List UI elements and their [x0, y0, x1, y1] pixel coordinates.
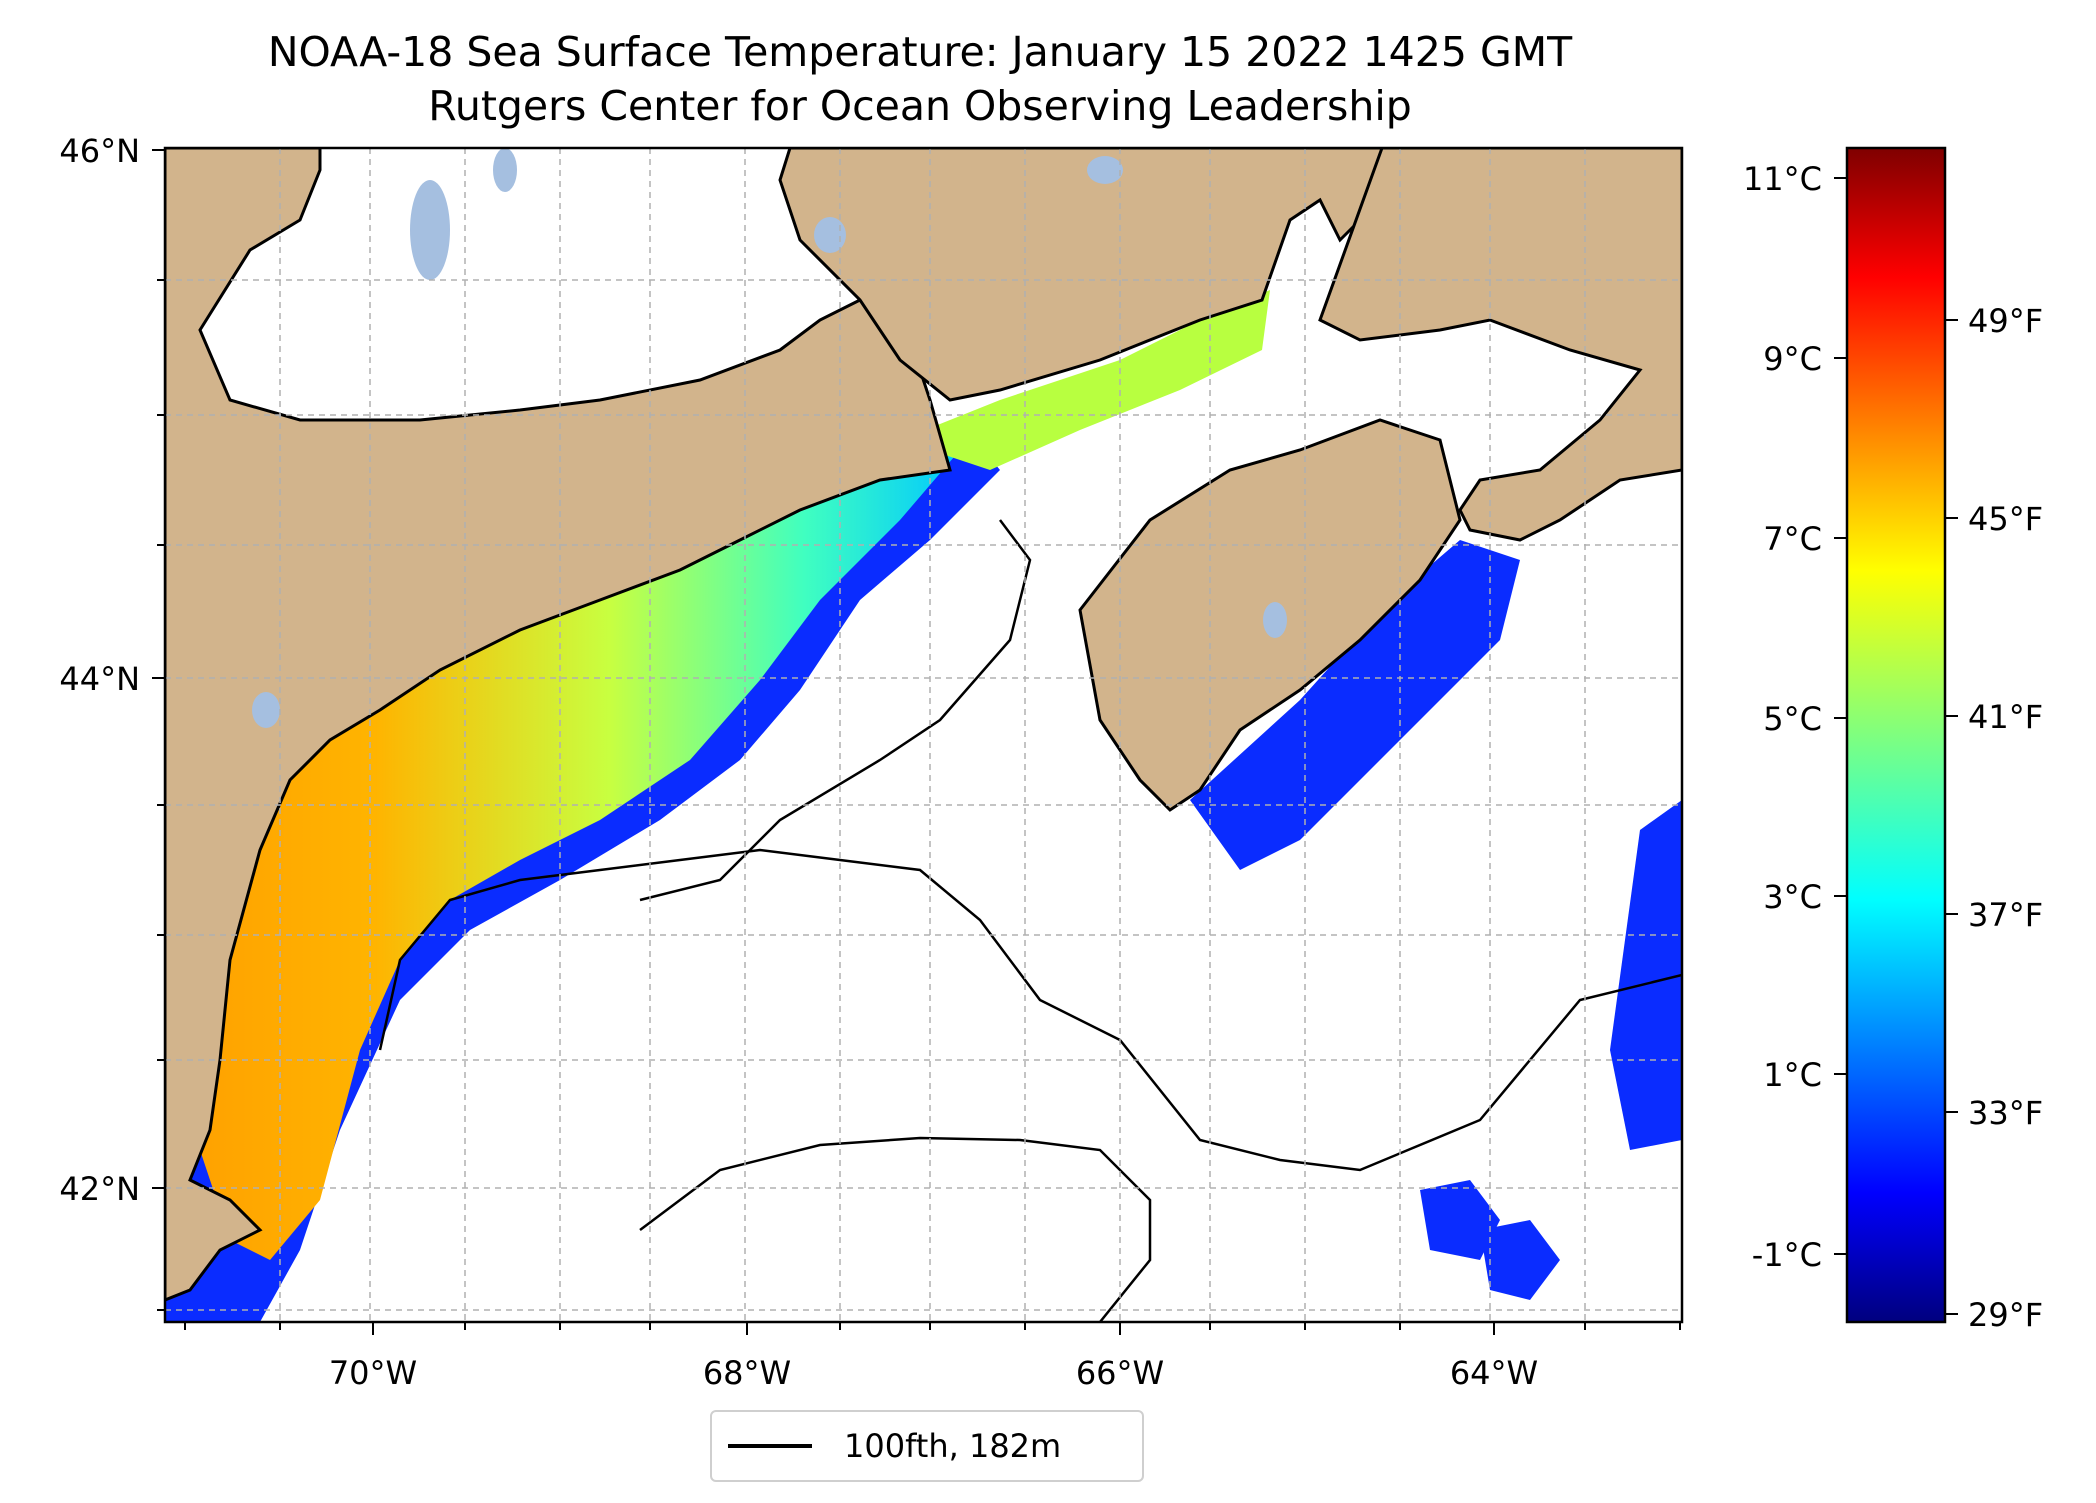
colorbar-celsius-label: 1°C [1763, 1056, 1822, 1094]
map-subtitle: Rutgers Center for Ocean Observing Leade… [428, 82, 1412, 130]
land-new-england [165, 148, 952, 1302]
colorbar-celsius-label: 5°C [1763, 700, 1822, 738]
lake [1087, 156, 1123, 184]
legend-label: 100fth, 182m [844, 1427, 1062, 1465]
colorbar-fahrenheit-label: 29°F [1968, 1296, 2043, 1334]
depth-contour-100fth [378, 848, 1682, 1172]
sst-cold-band [165, 420, 1000, 1322]
legend-line-swatch [728, 1444, 812, 1448]
colorbar-celsius-label: 11°C [1743, 160, 1822, 198]
colorbar-fahrenheit-label: 49°F [1968, 302, 2043, 340]
map-frame [163, 146, 1684, 1324]
latitude-axis [152, 149, 165, 1311]
colorbar-celsius-ticks [1834, 177, 1847, 1255]
colorbar-fahrenheit-label: 41°F [1968, 698, 2043, 736]
lake [493, 148, 517, 192]
colorbar-celsius-label: 9°C [1763, 340, 1822, 378]
map-title: NOAA-18 Sea Surface Temperature: January… [267, 28, 1573, 76]
lake [252, 692, 280, 728]
lon-label-68w: 68°W [703, 1354, 791, 1392]
map-area [165, 148, 1682, 1322]
sst-eastern-patch [1610, 800, 1682, 1150]
lake [1263, 602, 1287, 638]
lake [410, 180, 450, 280]
lat-label-46n: 46°N [59, 132, 140, 170]
colorbar-fahrenheit-label: 45°F [1968, 500, 2043, 538]
land-northeast [1318, 148, 1682, 542]
colorbar-fahrenheit-ticks [1945, 319, 1958, 1315]
gridlines [165, 148, 1682, 1322]
sst-southern-patch [1480, 1220, 1560, 1300]
longitude-axis [184, 1322, 1681, 1335]
legend: 100fth, 182m [710, 1410, 1144, 1482]
sst-bay-of-fundy-band [900, 290, 1270, 470]
colorbar-celsius-label: -1°C [1752, 1236, 1822, 1274]
lon-label-70w: 70°W [329, 1354, 417, 1392]
lat-label-42n: 42°N [59, 1170, 140, 1208]
colorbar-celsius-label: 3°C [1763, 878, 1822, 916]
colorbar-fahrenheit-label: 33°F [1968, 1094, 2043, 1132]
colorbar-fahrenheit-label: 37°F [1968, 896, 2043, 934]
depth-contour-100fth [639, 1136, 1152, 1322]
sst-southern-patch [1420, 1180, 1500, 1260]
lat-label-44n: 44°N [59, 660, 140, 698]
lake [814, 217, 846, 253]
lon-label-66w: 66°W [1076, 1354, 1164, 1392]
lon-label-64w: 64°W [1450, 1354, 1538, 1392]
sst-warm-coastal-band [180, 440, 960, 1260]
colorbar-celsius-label: 7°C [1763, 520, 1822, 558]
sst-scotian-shelf-band [1190, 540, 1520, 870]
colorbar [1845, 146, 1947, 1324]
depth-contour-100fth [639, 519, 1032, 902]
